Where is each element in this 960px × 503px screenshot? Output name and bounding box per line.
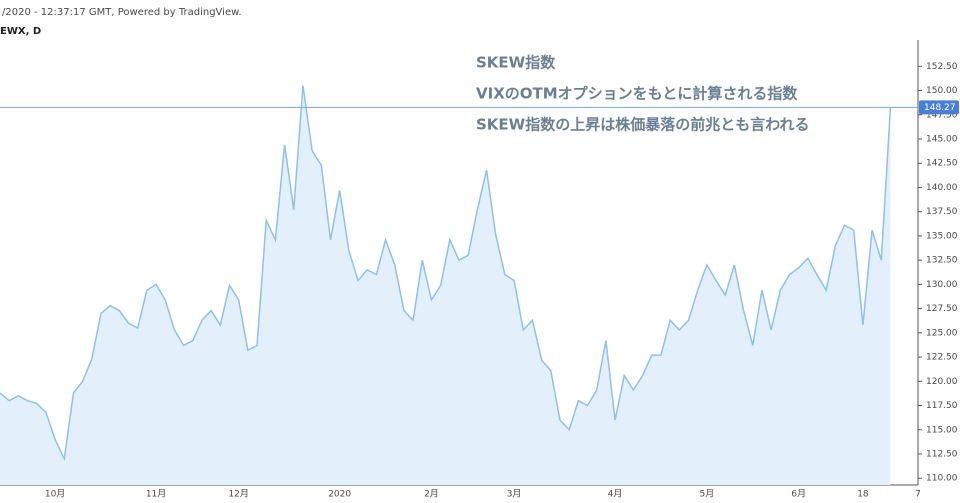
y-tick-label: 125.00 [926,328,958,338]
y-tick-label: 147.50 [926,110,958,120]
y-tick-label: 112.50 [926,449,958,459]
timestamp: /2020 - 12:37:17 GMT, Powered by Trading… [2,7,242,18]
x-tick-label: 6月 [791,489,806,500]
y-tick-label: 152.50 [926,62,958,72]
y-tick-label: 122.50 [926,353,958,363]
y-tick-label: 135.00 [926,231,958,241]
annotation: SKEW指数 [476,54,556,72]
y-tick-label: 140.00 [926,183,958,193]
x-tick-label: 3月 [507,489,522,500]
area-line [0,85,892,462]
x-tick-label: 18 [857,490,869,500]
x-tick-label: 7 [915,490,921,500]
x-tick-label: 2月 [424,489,439,500]
x-tick-label: 4月 [608,489,623,500]
area-fill [0,85,891,486]
x-tick-label: 10月 [45,489,65,500]
y-tick-label: 110.00 [926,474,958,484]
y-tick-label: 120.00 [926,377,958,387]
symbol: EWX, D [0,26,41,37]
last-price-label: 148.27 [924,103,956,113]
y-tick-label: 117.50 [926,401,958,411]
y-tick-label: 127.50 [926,304,958,314]
x-tick-label: 2020 [328,490,351,500]
last-price-tag [919,100,959,115]
annotation: SKEW指数の上昇は株価暴落の前兆とも言われる [476,116,809,134]
y-tick-label: 150.00 [926,86,958,96]
y-tick-label: 115.00 [926,425,958,435]
y-tick-label: 137.50 [926,207,958,217]
x-tick-label: 11月 [146,489,166,500]
x-tick-label: 12月 [228,489,248,500]
annotation: VIXのOTMオプションをもとに計算される指数 [476,85,798,103]
y-tick-label: 142.50 [926,159,958,169]
y-tick-label: 145.00 [926,135,958,145]
x-tick-label: 5月 [699,489,714,500]
y-tick-label: 132.50 [926,256,958,266]
y-tick-label: 130.00 [926,280,958,290]
